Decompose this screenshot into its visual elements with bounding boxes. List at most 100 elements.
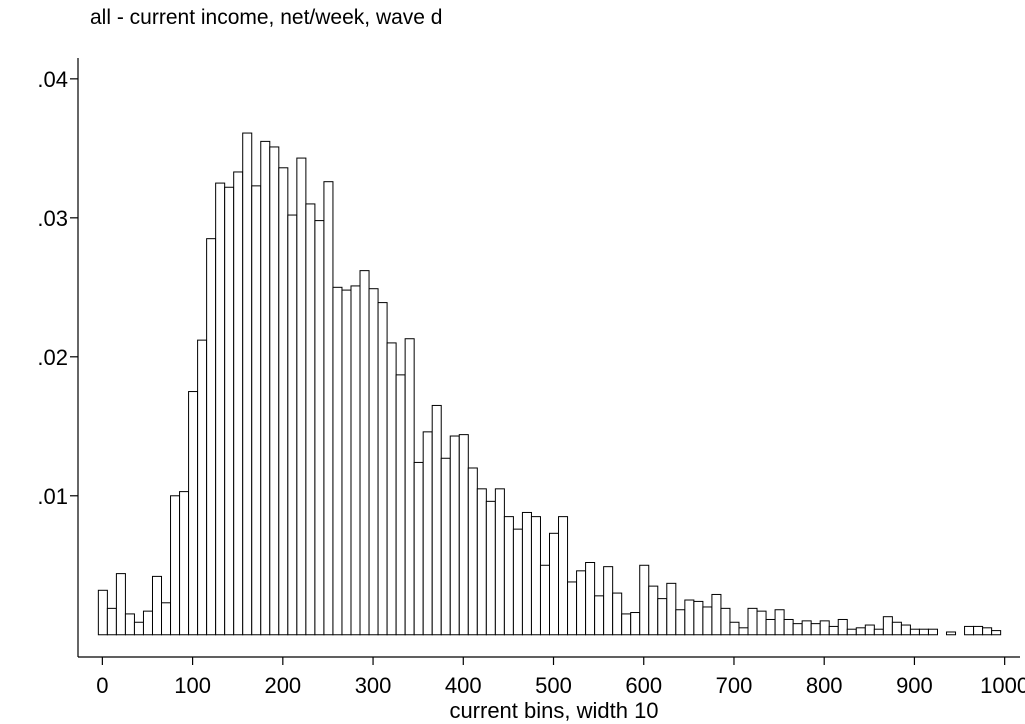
histogram-bar	[314, 220, 325, 636]
histogram-bar	[837, 618, 848, 636]
histogram-bar	[341, 289, 352, 636]
histogram-bar	[512, 528, 523, 636]
x-tick-label: 1000	[980, 673, 1025, 698]
x-tick-label: 300	[355, 673, 392, 698]
histogram-bar	[242, 132, 253, 636]
histogram-bar	[97, 589, 108, 636]
histogram-bar	[115, 573, 126, 636]
histogram-bar	[386, 342, 397, 636]
histogram-bar	[305, 203, 316, 636]
x-axis-title: current bins, width 10	[449, 698, 658, 723]
histogram-bar	[909, 628, 920, 636]
histogram-bar	[891, 621, 902, 636]
x-tick-label: 600	[625, 673, 662, 698]
x-tick-label: 200	[264, 673, 301, 698]
histogram-bar	[666, 582, 677, 636]
histogram-bar	[630, 612, 641, 636]
histogram-bar	[810, 623, 821, 636]
histogram-bar	[720, 607, 731, 636]
histogram-bar	[973, 625, 984, 636]
histogram-bar	[774, 609, 785, 636]
histogram-bar	[729, 621, 740, 636]
histogram-bar	[179, 491, 190, 636]
histogram-bar	[738, 627, 749, 636]
y-tick-label: .04	[37, 67, 68, 92]
histogram-bar	[449, 435, 460, 636]
histogram-bar	[558, 516, 569, 636]
histogram-bar	[549, 532, 560, 636]
histogram-bar	[278, 167, 289, 636]
histogram-bar	[585, 561, 596, 636]
histogram-bar	[828, 625, 839, 636]
histogram-bar	[106, 607, 117, 636]
histogram-bar	[494, 488, 505, 636]
histogram-bar	[855, 627, 866, 636]
histogram-bar	[404, 338, 415, 636]
histogram-bar	[747, 607, 758, 636]
x-tick-label: 900	[896, 673, 933, 698]
x-axis-ticks: 0 100 200 300 400 500 600 700 800 900 1000	[96, 657, 1025, 698]
histogram-bar	[350, 285, 361, 636]
histogram-bar	[224, 186, 235, 636]
histogram-bar	[900, 624, 911, 636]
histogram-bar	[151, 575, 163, 636]
histogram-bar	[639, 564, 650, 636]
histogram-bar	[657, 598, 668, 636]
y-axis-ticks: .01 .02 .03 .04	[37, 67, 78, 509]
histogram-bar	[702, 606, 713, 636]
x-tick-label: 500	[535, 673, 572, 698]
histogram-bar	[982, 627, 993, 636]
histogram-bar	[539, 564, 550, 636]
histogram-bar	[567, 581, 578, 636]
histogram-bar	[603, 566, 614, 636]
x-tick-label: 400	[445, 673, 482, 698]
y-tick-label: .02	[37, 345, 68, 370]
histogram-bar	[431, 404, 442, 636]
histogram-bar	[846, 628, 857, 636]
histogram-bar	[612, 592, 623, 636]
histogram-bar	[485, 500, 496, 636]
histogram-bar	[323, 181, 334, 636]
chart-title: all - current income, net/week, wave d	[90, 6, 443, 29]
histogram-bar	[648, 585, 659, 636]
histogram-bar	[521, 511, 532, 636]
histogram-bar	[124, 613, 135, 636]
histogram-bar	[188, 391, 199, 636]
histogram-bar	[296, 157, 307, 636]
histogram-bar	[530, 516, 541, 636]
histogram-bar	[991, 630, 1002, 636]
histogram-bar	[422, 431, 433, 636]
histogram-bar	[765, 618, 776, 636]
y-tick-label: .03	[37, 206, 68, 231]
histogram-bar	[142, 610, 153, 636]
histogram-bar	[233, 171, 244, 636]
histogram-bar	[269, 146, 280, 636]
histogram-bar	[684, 599, 695, 636]
histogram-bar	[476, 488, 487, 636]
histogram-bar	[621, 613, 632, 636]
histogram-bar	[927, 628, 938, 636]
histogram-bar	[413, 461, 424, 636]
histogram-bar	[864, 624, 875, 636]
histogram-bar	[467, 467, 478, 636]
histogram-bar	[215, 182, 226, 636]
histogram-bar	[873, 628, 884, 636]
histogram-bar	[260, 140, 271, 636]
histogram-bar	[964, 625, 975, 636]
histogram-bar	[368, 288, 379, 636]
x-tick-label: 700	[716, 673, 753, 698]
histogram-bar	[594, 595, 605, 636]
histogram-bar	[946, 631, 957, 636]
histogram-bar	[503, 516, 514, 636]
histogram-bar	[675, 609, 686, 636]
histogram-bar	[161, 602, 172, 636]
histogram-bar	[458, 434, 469, 636]
y-tick-label: .01	[37, 484, 68, 509]
histogram-bar	[711, 593, 722, 636]
histogram-bar	[206, 238, 217, 636]
histogram-bar	[882, 616, 893, 636]
histogram-bar	[801, 620, 812, 636]
x-tick-label: 800	[806, 673, 843, 698]
histogram-bar	[440, 457, 451, 636]
